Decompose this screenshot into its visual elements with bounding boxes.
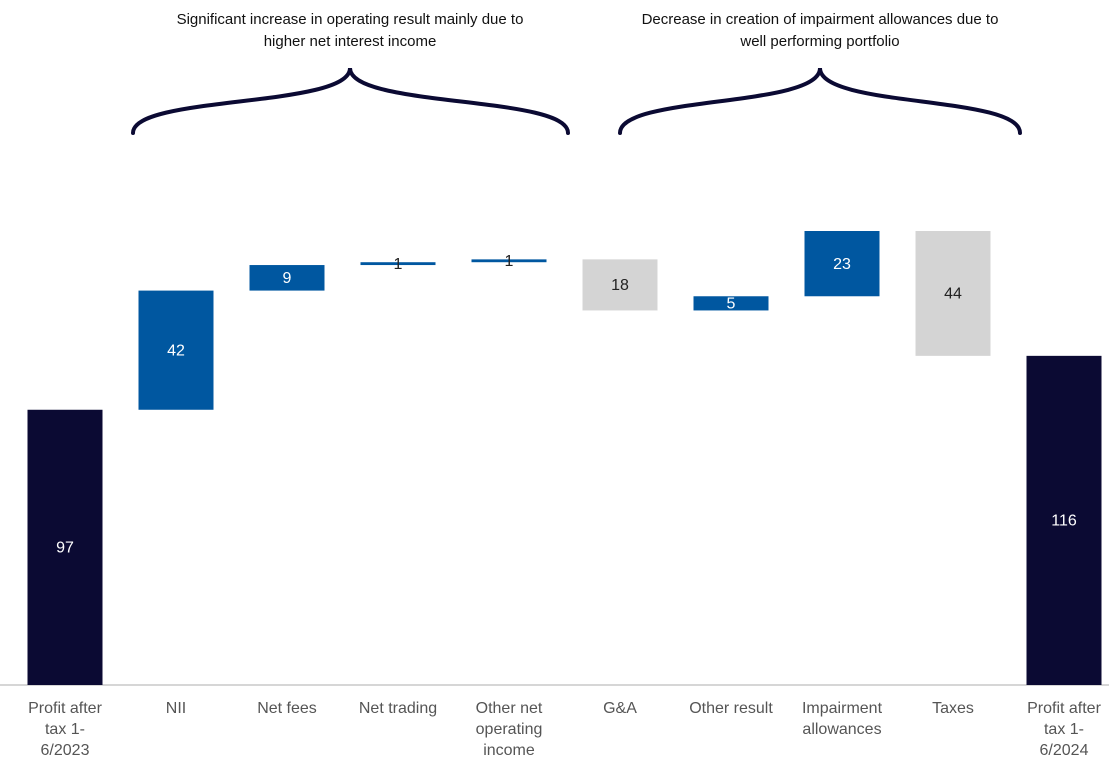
x-tick-label: G&A (603, 700, 637, 717)
x-tick-label: Taxes (932, 700, 974, 717)
bar (249, 265, 325, 291)
bar (1026, 355, 1102, 685)
value-label: 5 (727, 296, 736, 313)
bar (471, 259, 547, 263)
bar (693, 296, 769, 311)
bar (27, 409, 103, 685)
value-label: 42 (167, 342, 185, 359)
value-label: 1 (394, 256, 403, 273)
x-tick-label: Impairment allowances (801, 700, 883, 738)
bar (138, 290, 214, 410)
value-label: 97 (56, 540, 74, 557)
x-tick-label: Other net operating income (475, 700, 543, 759)
value-label: 9 (283, 270, 292, 287)
value-label: 18 (611, 277, 629, 294)
x-tick-label: Other result (689, 700, 773, 717)
annotation: Decrease in creation of impairment allow… (641, 11, 999, 50)
value-label: 1 (505, 253, 514, 270)
bar (360, 262, 436, 266)
value-label: 23 (833, 256, 851, 273)
value-label: 116 (1051, 513, 1077, 530)
value-label: 44 (944, 286, 962, 303)
x-tick-label: Profit after tax 1-6/2024 (1027, 700, 1101, 759)
x-tick-label: Net fees (257, 700, 317, 717)
x-tick-label: Profit after tax 1-6/2023 (28, 700, 102, 759)
bar (582, 259, 658, 311)
x-tick-label: NII (165, 700, 187, 717)
x-tick-label: Net trading (358, 700, 438, 717)
annotation: Significant increase in operating result… (176, 11, 524, 50)
bar (915, 231, 991, 356)
brace (618, 67, 1022, 135)
brace (131, 67, 570, 135)
bar (804, 231, 880, 297)
